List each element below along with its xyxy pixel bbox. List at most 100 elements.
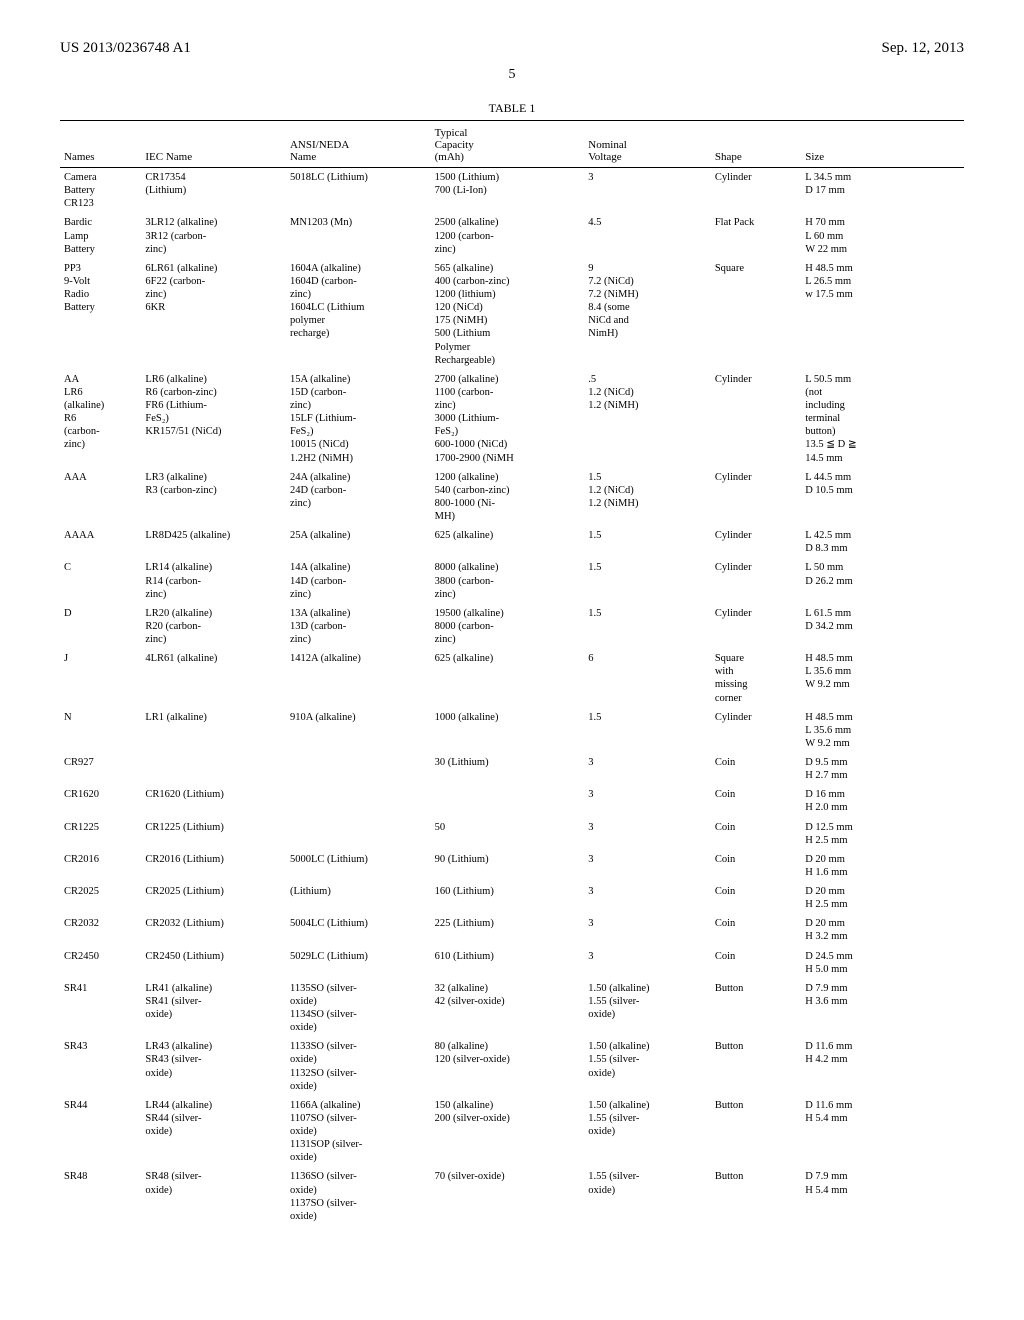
table-cell: 1.5 1.2 (NiCd) 1.2 (NiMH) xyxy=(584,468,711,527)
table-cell: LR14 (alkaline) R14 (carbon- zinc) xyxy=(141,558,286,603)
table-cell: Bardic Lamp Battery xyxy=(60,213,141,258)
table-cell: CR2025 (Lithium) xyxy=(141,882,286,914)
table-cell: Square with missing corner xyxy=(711,649,801,708)
table-cell: CR2025 xyxy=(60,882,141,914)
table-row: CR2025CR2025 (Lithium)(Lithium)160 (Lith… xyxy=(60,882,964,914)
table-cell: CR1225 xyxy=(60,818,141,850)
table-cell: D xyxy=(60,604,141,649)
table-row: AAALR3 (alkaline) R3 (carbon-zinc)24A (a… xyxy=(60,468,964,527)
table-cell: CR1620 (Lithium) xyxy=(141,785,286,817)
table-cell: 9 7.2 (NiCd) 7.2 (NiMH) 8.4 (some NiCd a… xyxy=(584,259,711,370)
table-cell: 225 (Lithium) xyxy=(431,914,585,946)
table-cell: Cylinder xyxy=(711,604,801,649)
table-cell: Coin xyxy=(711,753,801,785)
table-cell xyxy=(141,753,286,785)
table-cell: Coin xyxy=(711,850,801,882)
table-cell: 565 (alkaline) 400 (carbon-zinc) 1200 (l… xyxy=(431,259,585,370)
table-row: SR43LR43 (alkaline) SR43 (silver- oxide)… xyxy=(60,1037,964,1096)
table-cell: N xyxy=(60,708,141,753)
table-cell: CR17354 (Lithium) xyxy=(141,168,286,214)
table-cell xyxy=(286,818,431,850)
table-cell: PP3 9-Volt Radio Battery xyxy=(60,259,141,370)
table-cell: AAA xyxy=(60,468,141,527)
table-cell: LR20 (alkaline) R20 (carbon- zinc) xyxy=(141,604,286,649)
table-cell: 1166A (alkaline) 1107SO (silver- oxide) … xyxy=(286,1096,431,1168)
table-cell: 24A (alkaline) 24D (carbon- zinc) xyxy=(286,468,431,527)
table-cell: 3 xyxy=(584,785,711,817)
pub-number: US 2013/0236748 A1 xyxy=(60,40,191,57)
table-cell: 15A (alkaline) 15D (carbon- zinc) 15LF (… xyxy=(286,370,431,468)
table-cell: AA LR6 (alkaline) R6 (carbon- zinc) xyxy=(60,370,141,468)
table-cell: SR48 xyxy=(60,1167,141,1226)
table-cell: 3 xyxy=(584,753,711,785)
table-cell xyxy=(286,785,431,817)
table-title: TABLE 1 xyxy=(60,101,964,116)
table-row: AA LR6 (alkaline) R6 (carbon- zinc)LR6 (… xyxy=(60,370,964,468)
table-cell: Square xyxy=(711,259,801,370)
table-cell: 1.5 xyxy=(584,604,711,649)
col-ansi: ANSI/NEDA Name xyxy=(286,121,431,168)
table-cell: 910A (alkaline) xyxy=(286,708,431,753)
table-cell: 2700 (alkaline) 1100 (carbon- zinc) 3000… xyxy=(431,370,585,468)
table-cell: 625 (alkaline) xyxy=(431,526,585,558)
table-cell: 30 (Lithium) xyxy=(431,753,585,785)
table-cell: 6 xyxy=(584,649,711,708)
table-cell: H 70 mm L 60 mm W 22 mm xyxy=(801,213,964,258)
table-cell: Cylinder xyxy=(711,708,801,753)
table-row: Camera Battery CR123CR17354 (Lithium)501… xyxy=(60,168,964,214)
table-cell: Coin xyxy=(711,914,801,946)
table-cell: D 11.6 mm H 4.2 mm xyxy=(801,1037,964,1096)
table-cell: D 12.5 mm H 2.5 mm xyxy=(801,818,964,850)
table-cell: 3 xyxy=(584,947,711,979)
table-row: SR48SR48 (silver- oxide)1136SO (silver- … xyxy=(60,1167,964,1226)
table-row: PP3 9-Volt Radio Battery6LR61 (alkaline)… xyxy=(60,259,964,370)
table-cell: L 50.5 mm (not including terminal button… xyxy=(801,370,964,468)
table-cell: 3 xyxy=(584,818,711,850)
table-cell: CR2032 (Lithium) xyxy=(141,914,286,946)
table-cell: L 61.5 mm D 34.2 mm xyxy=(801,604,964,649)
table-cell: 1.5 xyxy=(584,526,711,558)
table-cell: LR44 (alkaline) SR44 (silver- oxide) xyxy=(141,1096,286,1168)
table-row: CR2450CR2450 (Lithium)5029LC (Lithium)61… xyxy=(60,947,964,979)
table-cell: 1000 (alkaline) xyxy=(431,708,585,753)
table-cell: 90 (Lithium) xyxy=(431,850,585,882)
table-cell: CR2450 (Lithium) xyxy=(141,947,286,979)
table-cell: CR2450 xyxy=(60,947,141,979)
table-row: SR44LR44 (alkaline) SR44 (silver- oxide)… xyxy=(60,1096,964,1168)
col-names: Names xyxy=(60,121,141,168)
table-cell: D 9.5 mm H 2.7 mm xyxy=(801,753,964,785)
table-cell: LR6 (alkaline) R6 (carbon-zinc) FR6 (Lit… xyxy=(141,370,286,468)
table-cell: .5 1.2 (NiCd) 1.2 (NiMH) xyxy=(584,370,711,468)
col-shape: Shape xyxy=(711,121,801,168)
table-cell: AAAA xyxy=(60,526,141,558)
table-cell: Cylinder xyxy=(711,168,801,214)
table-cell: 3 xyxy=(584,168,711,214)
col-voltage: Nominal Voltage xyxy=(584,121,711,168)
table-cell: Button xyxy=(711,979,801,1038)
table-cell: 625 (alkaline) xyxy=(431,649,585,708)
table-cell: D 24.5 mm H 5.0 mm xyxy=(801,947,964,979)
table-row: Bardic Lamp Battery3LR12 (alkaline) 3R12… xyxy=(60,213,964,258)
table-cell: LR3 (alkaline) R3 (carbon-zinc) xyxy=(141,468,286,527)
table-cell: H 48.5 mm L 26.5 mm w 17.5 mm xyxy=(801,259,964,370)
table-cell: 70 (silver-oxide) xyxy=(431,1167,585,1226)
table-row: CLR14 (alkaline) R14 (carbon- zinc)14A (… xyxy=(60,558,964,603)
table-cell: Coin xyxy=(711,818,801,850)
table-cell: 150 (alkaline) 200 (silver-oxide) xyxy=(431,1096,585,1168)
table-cell: Button xyxy=(711,1167,801,1226)
table-cell xyxy=(286,753,431,785)
table-cell: 19500 (alkaline) 8000 (carbon- zinc) xyxy=(431,604,585,649)
battery-table: Names IEC Name ANSI/NEDA Name Typical Ca… xyxy=(60,120,964,1226)
table-cell: L 42.5 mm D 8.3 mm xyxy=(801,526,964,558)
table-cell: Cylinder xyxy=(711,558,801,603)
table-row: J4LR61 (alkaline)1412A (alkaline)625 (al… xyxy=(60,649,964,708)
table-cell: LR43 (alkaline) SR43 (silver- oxide) xyxy=(141,1037,286,1096)
table-cell: Camera Battery CR123 xyxy=(60,168,141,214)
table-cell: 1500 (Lithium) 700 (Li-Ion) xyxy=(431,168,585,214)
table-row: CR92730 (Lithium)3CoinD 9.5 mm H 2.7 mm xyxy=(60,753,964,785)
col-iec: IEC Name xyxy=(141,121,286,168)
table-cell: 25A (alkaline) xyxy=(286,526,431,558)
table-cell: J xyxy=(60,649,141,708)
table-cell: 1135SO (silver- oxide) 1134SO (silver- o… xyxy=(286,979,431,1038)
table-cell: D 11.6 mm H 5.4 mm xyxy=(801,1096,964,1168)
